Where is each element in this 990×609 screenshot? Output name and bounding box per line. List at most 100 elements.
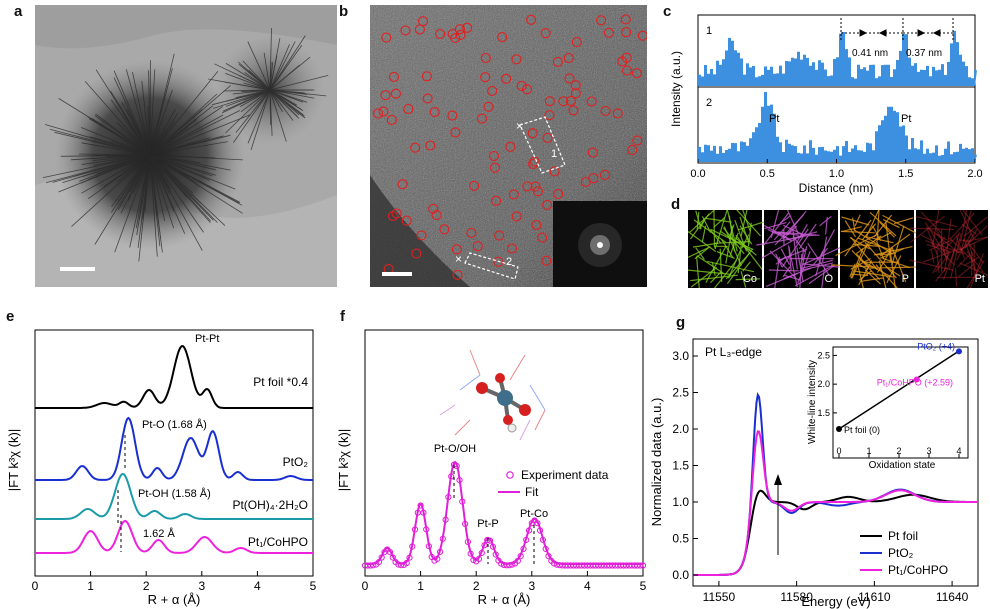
panel-b-label: b bbox=[339, 3, 349, 20]
oxidation-inset: 0 1 2 3 4 1.5 2.0 2.5 Pt foil (0) Pt₁/CoHPO (+2.5… bbox=[807, 341, 969, 471]
xtick: 5 bbox=[640, 579, 647, 593]
eds-label-o: O bbox=[824, 273, 833, 285]
experiment-point bbox=[506, 562, 513, 569]
experiment-point bbox=[481, 542, 488, 549]
profile-ylabel: Intensity (a.u.) bbox=[669, 51, 683, 127]
profile-2-tag: 2 bbox=[706, 97, 712, 109]
eds-map-co: Co bbox=[688, 210, 765, 288]
xanes-pt1-cohpo bbox=[693, 430, 978, 576]
g-xtick: 11580 bbox=[780, 590, 813, 604]
curve-ptoh4 bbox=[35, 472, 313, 520]
eds-map-p: P bbox=[830, 210, 922, 288]
experiment-point bbox=[409, 543, 416, 550]
g-ytick: 0.0 bbox=[672, 568, 689, 582]
inset-xtick: 3 bbox=[926, 446, 931, 456]
experiment-point bbox=[378, 554, 385, 561]
experiment-point bbox=[370, 562, 377, 569]
xtick: 2 bbox=[473, 579, 480, 593]
xtick: 1 bbox=[417, 579, 424, 593]
experiment-point bbox=[459, 498, 466, 505]
eds-map-o: O bbox=[756, 210, 843, 288]
molecule-model bbox=[439, 349, 546, 441]
experiment-point bbox=[489, 543, 496, 550]
experiment-point bbox=[439, 535, 446, 542]
g-ytick: 1.0 bbox=[672, 495, 689, 509]
experiment-point bbox=[537, 527, 544, 534]
experiment-point bbox=[456, 477, 463, 484]
inset-xlabel: Oxidation state bbox=[869, 460, 936, 471]
inset-ytick: 1.5 bbox=[817, 408, 830, 418]
experiment-point bbox=[398, 562, 405, 569]
experiment-point bbox=[375, 559, 383, 566]
panel-e-label: e bbox=[6, 308, 15, 325]
panel-d-label: d bbox=[671, 196, 681, 213]
curve-pt-foil bbox=[35, 345, 313, 409]
inset-ytick: 2.5 bbox=[817, 350, 830, 360]
experiment-point bbox=[437, 548, 444, 555]
g-ytick: 1.5 bbox=[672, 459, 689, 473]
experiment-point bbox=[462, 520, 469, 527]
legend-experiment: Experiment data bbox=[521, 468, 609, 482]
profile-1-tag: 1 bbox=[706, 25, 712, 37]
c-xtick: 1.0 bbox=[829, 168, 844, 180]
inset-ylabel: White-line intensity bbox=[807, 360, 818, 444]
c-xtick: 1.5 bbox=[898, 168, 913, 180]
curve-pto2 bbox=[35, 416, 313, 481]
experiment-point bbox=[525, 527, 533, 534]
annot-162: 1.62 Å bbox=[143, 527, 175, 540]
scale-bar bbox=[60, 267, 95, 271]
eds-label-pt: Pt bbox=[975, 273, 985, 285]
experiment-point bbox=[523, 536, 530, 543]
g-ytick: 2.5 bbox=[672, 386, 689, 400]
haadf-image-b: × × 1 2 bbox=[370, 5, 647, 287]
experiment-point bbox=[442, 516, 449, 523]
experiment-point bbox=[534, 520, 541, 527]
annot-pt-p: Pt-P bbox=[477, 518, 498, 530]
experiment-point bbox=[411, 526, 419, 533]
xtick: 4 bbox=[254, 579, 261, 593]
experiment-point bbox=[406, 554, 413, 561]
spacing-041: 0.41 nm bbox=[852, 48, 888, 59]
xanes-chart-g: Pt L₃-edge 11550 11580 11610 11640 0.0 0.5 1.0… bbox=[650, 338, 979, 609]
xtick: 1 bbox=[87, 579, 94, 593]
annot-pt-oh: Pt-OH (1.58 Å) bbox=[138, 487, 211, 500]
exafs-chart-e: Pt-Pt Pt-O (1.68 Å) Pt-OH (1.58 Å) 1.62 … bbox=[6, 329, 317, 607]
experiment-point bbox=[417, 502, 424, 509]
svg-text:×: × bbox=[516, 119, 523, 133]
g-xlabel: Energy (eV) bbox=[801, 594, 870, 609]
xtick: 5 bbox=[310, 579, 317, 593]
experiment-point bbox=[514, 557, 521, 564]
svg-text:×: × bbox=[455, 252, 462, 266]
scale-bar-b bbox=[382, 272, 412, 276]
annot-pt-o: Pt-O (1.68 Å) bbox=[142, 418, 207, 431]
xtick: 2 bbox=[143, 579, 150, 593]
experiment-point bbox=[637, 562, 644, 569]
g-ytick: 2.0 bbox=[672, 422, 689, 436]
experiment-point bbox=[475, 555, 483, 562]
inset-ytick: 2.0 bbox=[817, 379, 830, 389]
experiment-point bbox=[386, 549, 394, 556]
experiment-point bbox=[445, 494, 452, 501]
inset-point bbox=[956, 348, 962, 355]
g-title: Pt L₃-edge bbox=[705, 345, 762, 359]
experiment-point bbox=[484, 536, 491, 544]
experiment-point bbox=[403, 559, 410, 567]
g-xtick: 11550 bbox=[703, 590, 736, 604]
eds-map-pt: Pt bbox=[909, 210, 988, 288]
label-pt1-cohpo: Pt₁/CoHPO bbox=[248, 535, 308, 549]
eds-label-p: P bbox=[902, 273, 909, 285]
inset-point-label: Pt₁/CoHPO (+2.59) bbox=[877, 378, 953, 388]
experiment-point bbox=[478, 549, 485, 556]
inset-xtick: 1 bbox=[866, 446, 871, 456]
xtick: 3 bbox=[198, 579, 205, 593]
haadf-image-b-svg: × × 1 2 bbox=[370, 5, 647, 287]
profile-xlabel: Distance (nm) bbox=[799, 181, 874, 195]
experiment-point bbox=[425, 543, 433, 550]
g-legend-pt1-cohpo: Pt₁/CoHPO bbox=[888, 563, 948, 577]
exafs-fit-chart-f: Pt-O/OH Pt-P Pt-Co Experiment data Fit 0… bbox=[336, 329, 647, 607]
g-ytick: 0.5 bbox=[672, 532, 689, 546]
experiment-point bbox=[423, 526, 430, 533]
tem-image-a bbox=[35, 5, 337, 287]
experiment-point bbox=[464, 538, 471, 545]
line-marker-2: 2 bbox=[506, 256, 512, 268]
